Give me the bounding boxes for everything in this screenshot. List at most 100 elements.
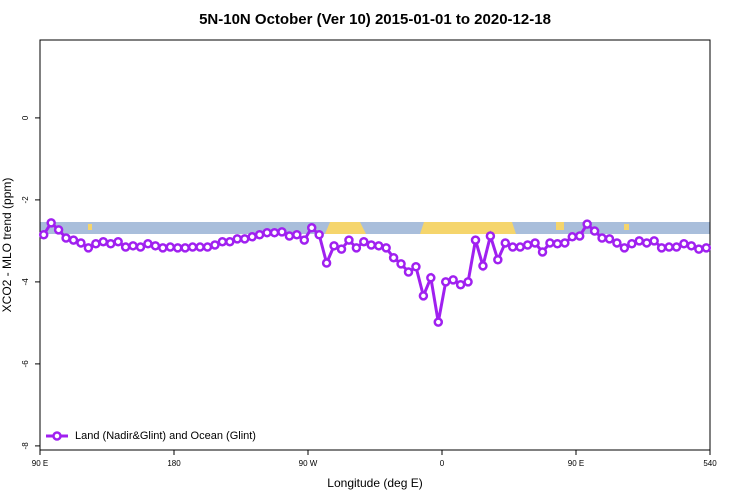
data-point xyxy=(388,252,399,263)
land-patch xyxy=(88,224,92,230)
data-point xyxy=(411,261,421,272)
data-point xyxy=(515,242,525,252)
data-point xyxy=(634,236,645,246)
data-point xyxy=(329,241,339,251)
data-point xyxy=(619,243,630,253)
data-point xyxy=(225,236,235,247)
data-point xyxy=(612,238,622,248)
data-point xyxy=(455,280,466,290)
x-tick-label: 180 xyxy=(167,459,181,468)
data-point xyxy=(76,238,86,248)
data-point xyxy=(433,317,444,327)
y-tick-label: 0 xyxy=(21,115,30,120)
land-patch xyxy=(420,222,516,234)
x-axis-label: Longitude (deg E) xyxy=(327,476,422,490)
data-point xyxy=(38,230,49,240)
data-point xyxy=(507,242,518,252)
data-point xyxy=(143,239,153,249)
data-point xyxy=(180,243,190,253)
data-point xyxy=(641,238,652,248)
land-patch xyxy=(624,224,629,230)
data-point xyxy=(321,258,332,268)
y-tick-label: -2 xyxy=(21,196,30,204)
data-point xyxy=(493,255,503,265)
data-point xyxy=(537,247,548,257)
data-point xyxy=(426,273,436,283)
data-point xyxy=(604,234,615,244)
data-point xyxy=(172,243,183,253)
data-point xyxy=(217,236,228,247)
data-point xyxy=(165,242,176,252)
data-point xyxy=(589,226,600,236)
data-point xyxy=(359,236,369,247)
data-point xyxy=(351,243,362,253)
data-point xyxy=(210,240,220,250)
data-point xyxy=(284,231,295,241)
legend-marker xyxy=(52,431,62,441)
data-point xyxy=(671,242,682,252)
data-point xyxy=(120,242,131,252)
data-point xyxy=(679,239,689,249)
data-point xyxy=(627,239,637,249)
data-point xyxy=(463,277,473,287)
data-point xyxy=(68,235,79,245)
data-point xyxy=(135,242,146,252)
data-point xyxy=(440,277,451,287)
data-point xyxy=(522,240,533,250)
data-point xyxy=(545,238,555,248)
data-point xyxy=(113,236,123,247)
data-point xyxy=(292,230,302,240)
data-point xyxy=(485,231,496,241)
data-point xyxy=(344,235,354,245)
data-point xyxy=(158,243,168,253)
data-point xyxy=(381,243,391,253)
legend-label: Land (Nadir&Glint) and Ocean (Glint) xyxy=(75,430,256,442)
data-point xyxy=(448,275,458,285)
data-point xyxy=(366,240,377,250)
data-point xyxy=(574,231,585,241)
data-point xyxy=(396,259,406,269)
data-point xyxy=(299,235,310,245)
x-tick-label: 90 W xyxy=(299,459,318,468)
data-point xyxy=(105,239,116,249)
data-point xyxy=(403,267,414,277)
data-point xyxy=(83,243,94,253)
data-point xyxy=(254,230,265,240)
data-point xyxy=(247,232,257,242)
data-point xyxy=(61,233,71,243)
data-point xyxy=(91,239,101,249)
data-point xyxy=(478,261,488,271)
data-point xyxy=(98,236,109,247)
y-tick-label: -8 xyxy=(21,442,30,450)
data-point xyxy=(530,238,540,248)
ocean-band xyxy=(40,222,710,234)
data-point xyxy=(582,219,592,229)
data-point xyxy=(470,235,481,245)
data-point xyxy=(262,227,272,238)
data-point xyxy=(46,218,56,228)
land-patch xyxy=(325,222,366,234)
data-point xyxy=(649,236,659,246)
data-point xyxy=(694,244,704,254)
map-band xyxy=(40,222,710,234)
data-point xyxy=(187,242,198,252)
data-point xyxy=(269,227,280,238)
x-tick-label: 90 E xyxy=(568,459,584,468)
data-point xyxy=(597,233,607,243)
data-point xyxy=(686,241,697,251)
data-point xyxy=(373,241,384,251)
land-patch xyxy=(556,222,564,230)
data-point xyxy=(500,238,511,248)
y-tick-label: -6 xyxy=(21,360,30,368)
x-tick-label: 90 E xyxy=(32,459,48,468)
data-point xyxy=(202,242,213,252)
data-point xyxy=(560,238,570,248)
x-tick-label: 0 xyxy=(440,459,445,468)
data-point xyxy=(239,234,250,244)
data-point xyxy=(336,244,347,254)
y-axis-label: XCO2 - MLO trend (ppm) xyxy=(0,178,14,313)
data-point xyxy=(552,239,563,249)
data-point xyxy=(195,242,205,252)
y-tick-label: -4 xyxy=(21,278,30,286)
